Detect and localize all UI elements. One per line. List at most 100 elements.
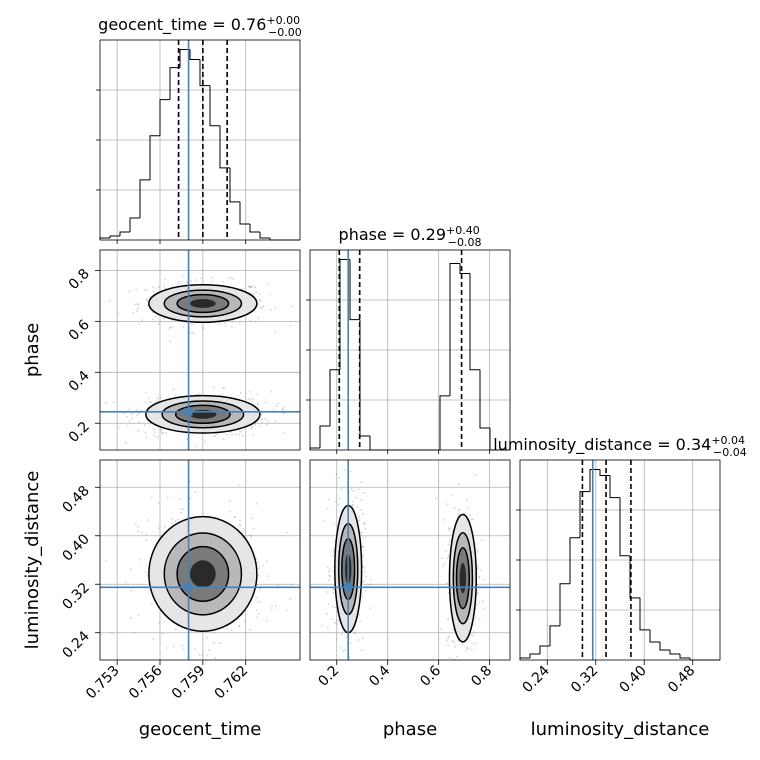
- scatter-point-phase_vs_geocent_time: [214, 435, 217, 437]
- scatter-point-phase_vs_geocent_time: [151, 318, 154, 320]
- scatter-point-phase_vs_geocent_time: [136, 310, 139, 313]
- scatter-point-phase_vs_geocent_time: [174, 394, 177, 396]
- scatter-point-phase_vs_geocent_time: [231, 321, 234, 323]
- scatter-point-luminosity_distance_vs_phase: [479, 569, 482, 572]
- scatter-point-phase_vs_geocent_time: [266, 423, 268, 426]
- scatter-point-luminosity_distance_vs_geocent_time: [238, 625, 241, 628]
- scatter-point-phase_vs_geocent_time: [253, 424, 256, 426]
- scatter-point-luminosity_distance_vs_phase: [442, 565, 445, 568]
- scatter-point-phase_vs_geocent_time: [282, 409, 284, 411]
- scatter-point-phase_vs_geocent_time: [258, 299, 261, 301]
- scatter-point-phase_vs_geocent_time: [231, 433, 233, 436]
- scatter-point-luminosity_distance_vs_phase: [446, 639, 448, 642]
- scatter-point-phase_vs_geocent_time: [249, 286, 252, 289]
- scatter-point-luminosity_distance_vs_phase: [363, 580, 365, 582]
- scatter-point-luminosity_distance_vs_phase: [476, 567, 479, 570]
- hist-bin-luminosity_distance-3: [549, 625, 560, 646]
- scatter-point-luminosity_distance_vs_phase: [360, 649, 363, 652]
- scatter-point-luminosity_distance_vs_phase: [336, 619, 338, 622]
- axis-label-y-luminosity_distance: luminosity_distance: [22, 471, 43, 650]
- scatter-point-luminosity_distance_vs_geocent_time: [257, 574, 260, 577]
- scatter-point-luminosity_distance_vs_phase: [478, 601, 480, 604]
- scatter-point-luminosity_distance_vs_phase: [453, 641, 455, 644]
- scatter-point-luminosity_distance_vs_phase: [326, 507, 329, 510]
- scatter-point-luminosity_distance_vs_phase: [362, 546, 365, 548]
- scatter-point-luminosity_distance_vs_geocent_time: [175, 628, 177, 631]
- scatter-point-luminosity_distance_vs_phase: [465, 649, 467, 652]
- tick-label-x-luminosity_distance-1: 0.32: [568, 663, 601, 696]
- scatter-point-luminosity_distance_vs_geocent_time: [234, 516, 237, 518]
- scatter-point-phase_vs_geocent_time: [146, 298, 149, 301]
- panel-frame-1-1: [309, 249, 511, 451]
- scatter-point-luminosity_distance_vs_phase: [358, 519, 360, 522]
- scatter-point-luminosity_distance_vs_phase: [365, 584, 367, 587]
- scatter-point-luminosity_distance_vs_geocent_time: [158, 622, 161, 625]
- scatter-point-phase_vs_geocent_time: [154, 431, 156, 433]
- tick-label-y-luminosity_distance-1: 0.32: [59, 580, 92, 613]
- scatter-point-luminosity_distance_vs_geocent_time: [137, 614, 140, 617]
- tick-label-y-phase-2: 0.6: [66, 317, 93, 344]
- scatter-point-luminosity_distance_vs_phase: [337, 504, 340, 506]
- scatter-point-phase_vs_geocent_time: [153, 428, 156, 431]
- scatter-point-luminosity_distance_vs_geocent_time: [194, 647, 197, 650]
- hist-bin-phase-6: [369, 435, 380, 451]
- scatter-point-luminosity_distance_vs_geocent_time: [206, 654, 209, 657]
- scatter-point-phase_vs_geocent_time: [264, 401, 267, 403]
- scatter-point-luminosity_distance_vs_phase: [458, 509, 460, 512]
- scatter-point-luminosity_distance_vs_phase: [447, 644, 450, 647]
- scatter-point-luminosity_distance_vs_phase: [358, 639, 360, 641]
- scatter-point-luminosity_distance_vs_geocent_time: [111, 632, 113, 635]
- hist-bin-geocent_time-8: [179, 49, 190, 68]
- hist-bin-luminosity_distance-12: [639, 597, 650, 631]
- scatter-point-phase_vs_geocent_time: [136, 414, 138, 416]
- scatter-point-luminosity_distance_vs_phase: [369, 607, 372, 610]
- scatter-point-luminosity_distance_vs_phase: [481, 600, 484, 603]
- scatter-point-phase_vs_geocent_time: [221, 280, 224, 283]
- scatter-point-phase_vs_geocent_time: [224, 322, 226, 325]
- scatter-point-luminosity_distance_vs_geocent_time: [179, 511, 182, 514]
- scatter-point-phase_vs_geocent_time: [136, 409, 138, 411]
- scatter-point-luminosity_distance_vs_phase: [344, 648, 347, 651]
- scatter-point-phase_vs_geocent_time: [289, 324, 292, 327]
- scatter-point-luminosity_distance_vs_phase: [465, 646, 468, 649]
- scatter-point-luminosity_distance_vs_phase: [363, 492, 366, 494]
- scatter-point-luminosity_distance_vs_phase: [327, 570, 330, 573]
- scatter-point-phase_vs_geocent_time: [256, 393, 258, 396]
- hist-bin-geocent_time-14: [239, 201, 250, 225]
- scatter-point-phase_vs_geocent_time: [126, 415, 128, 418]
- scatter-point-phase_vs_geocent_time: [172, 388, 175, 391]
- scatter-point-phase_vs_geocent_time: [241, 434, 244, 437]
- scatter-point-luminosity_distance_vs_geocent_time: [256, 616, 258, 619]
- scatter-point-luminosity_distance_vs_geocent_time: [105, 559, 108, 562]
- scatter-point-luminosity_distance_vs_phase: [476, 565, 479, 568]
- hist-bin-luminosity_distance-4: [559, 583, 570, 626]
- scatter-point-luminosity_distance_vs_phase: [360, 532, 362, 534]
- scatter-point-phase_vs_geocent_time: [160, 429, 163, 432]
- scatter-point-luminosity_distance_vs_phase: [471, 649, 473, 651]
- scatter-point-phase_vs_geocent_time: [270, 390, 273, 393]
- scatter-point-luminosity_distance_vs_geocent_time: [141, 531, 143, 534]
- scatter-point-phase_vs_geocent_time: [189, 331, 192, 334]
- truth-marker-phase_vs_geocent_time: [184, 407, 193, 416]
- scatter-point-phase_vs_geocent_time: [274, 331, 276, 333]
- scatter-point-phase_vs_geocent_time: [238, 429, 241, 432]
- scatter-point-phase_vs_geocent_time: [204, 440, 207, 443]
- scatter-point-phase_vs_geocent_time: [192, 331, 194, 334]
- scatter-point-phase_vs_geocent_time: [274, 307, 276, 309]
- scatter-point-luminosity_distance_vs_phase: [350, 642, 352, 644]
- scatter-point-luminosity_distance_vs_phase: [478, 575, 481, 578]
- axis-label-x-phase: phase: [383, 719, 437, 740]
- truth-marker-luminosity_distance_vs_geocent_time: [184, 583, 193, 592]
- scatter-point-luminosity_distance_vs_phase: [338, 620, 340, 622]
- scatter-point-phase_vs_geocent_time: [144, 431, 147, 434]
- scatter-point-luminosity_distance_vs_geocent_time: [171, 517, 173, 520]
- hist-bin-geocent_time-6: [159, 99, 170, 136]
- scatter-point-luminosity_distance_vs_phase: [446, 582, 448, 584]
- scatter-point-luminosity_distance_vs_phase: [362, 555, 364, 558]
- scatter-point-phase_vs_geocent_time: [247, 285, 250, 288]
- tick-label-y-phase-3: 0.8: [66, 266, 93, 293]
- scatter-point-luminosity_distance_vs_geocent_time: [289, 597, 291, 600]
- scatter-point-phase_vs_geocent_time: [222, 386, 224, 389]
- hist-bin-geocent_time-16: [259, 231, 270, 239]
- hist-bin-phase-16: [469, 273, 480, 371]
